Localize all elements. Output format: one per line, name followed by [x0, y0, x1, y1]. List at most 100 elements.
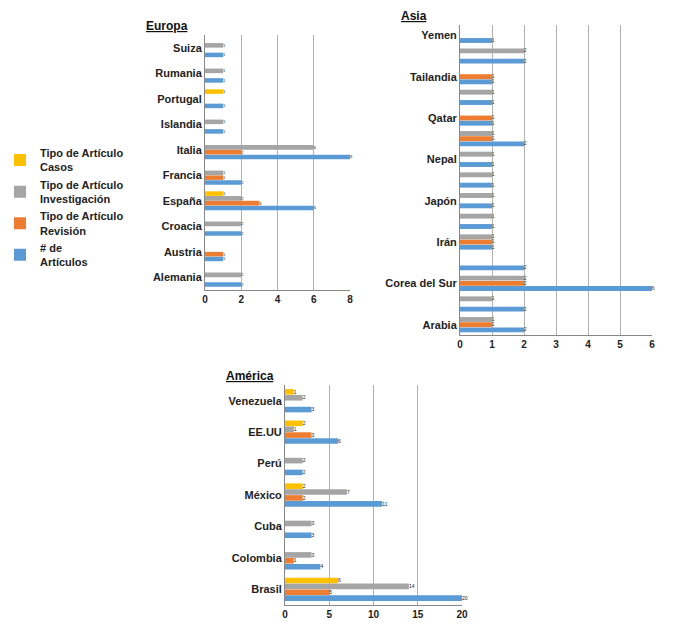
svg-text:3: 3 — [312, 552, 315, 558]
svg-text:1: 1 — [492, 152, 495, 157]
svg-text:Colombia: Colombia — [232, 552, 283, 564]
svg-text:1: 1 — [223, 256, 226, 261]
svg-text:6: 6 — [652, 286, 655, 291]
svg-text:7: 7 — [347, 489, 350, 495]
svg-text:Arabia: Arabia — [423, 319, 458, 331]
svg-text:1: 1 — [223, 89, 226, 94]
svg-text:2: 2 — [303, 469, 306, 475]
svg-text:2: 2 — [241, 231, 244, 236]
svg-text:2: 2 — [241, 180, 244, 185]
svg-text:1: 1 — [492, 162, 495, 167]
svg-text:3: 3 — [553, 339, 559, 350]
svg-text:1: 1 — [492, 100, 495, 105]
svg-text:1: 1 — [492, 183, 495, 188]
svg-text:Brasil: Brasil — [251, 583, 282, 595]
svg-text:6: 6 — [314, 145, 317, 150]
svg-text:Italia: Italia — [177, 144, 203, 156]
svg-text:2: 2 — [241, 150, 244, 155]
svg-text:2: 2 — [524, 59, 527, 64]
svg-text:4: 4 — [585, 339, 591, 350]
svg-text:5: 5 — [617, 339, 623, 350]
svg-text:1: 1 — [492, 224, 495, 229]
svg-text:2: 2 — [303, 495, 306, 501]
svg-text:6: 6 — [338, 577, 341, 583]
svg-text:3: 3 — [312, 520, 315, 526]
svg-text:Tipo de ArtículoInvestigación: Tipo de ArtículoInvestigación — [40, 179, 123, 205]
svg-text:Alemania: Alemania — [153, 271, 203, 283]
svg-text:1: 1 — [294, 426, 297, 432]
svg-text:México: México — [245, 489, 283, 501]
svg-text:1: 1 — [492, 214, 495, 219]
svg-text:1: 1 — [223, 43, 226, 48]
svg-text:1: 1 — [492, 322, 495, 327]
svg-text:Nepal: Nepal — [427, 153, 457, 165]
svg-text:Tipo de ArtículoCasos: Tipo de ArtículoCasos — [40, 147, 123, 173]
svg-text:15: 15 — [412, 609, 424, 620]
svg-text:20: 20 — [456, 609, 468, 620]
svg-text:Francia: Francia — [163, 169, 203, 181]
svg-text:1: 1 — [492, 79, 495, 84]
svg-text:6: 6 — [649, 339, 655, 350]
svg-text:3: 3 — [312, 432, 315, 438]
svg-text:1: 1 — [294, 557, 297, 563]
svg-text:Japón: Japón — [424, 195, 457, 207]
svg-text:1: 1 — [492, 203, 495, 208]
svg-text:Croacia: Croacia — [161, 220, 202, 232]
svg-text:EE.UU: EE.UU — [248, 426, 282, 438]
svg-text:Tailandia: Tailandia — [410, 71, 458, 83]
svg-text:Portugal: Portugal — [157, 93, 202, 105]
svg-text:1: 1 — [492, 136, 495, 141]
svg-text:2: 2 — [524, 265, 527, 270]
svg-text:Suiza: Suiza — [173, 42, 203, 54]
svg-text:1: 1 — [223, 78, 226, 83]
svg-text:1: 1 — [492, 193, 495, 198]
svg-text:1: 1 — [492, 317, 495, 322]
svg-text:Corea del Sur: Corea del Sur — [385, 277, 457, 289]
svg-text:1: 1 — [223, 252, 226, 257]
svg-text:2: 2 — [521, 339, 527, 350]
svg-text:1: 1 — [223, 129, 226, 134]
svg-text:Asia: Asia — [401, 9, 427, 23]
svg-text:1: 1 — [492, 239, 495, 244]
svg-text:# deArtículos: # deArtículos — [40, 242, 88, 268]
svg-text:1: 1 — [492, 131, 495, 136]
svg-text:Europa: Europa — [146, 19, 188, 33]
svg-text:6: 6 — [311, 294, 317, 305]
svg-text:5: 5 — [329, 589, 332, 595]
svg-text:2: 2 — [303, 394, 306, 400]
svg-text:1: 1 — [489, 339, 495, 350]
svg-text:0: 0 — [457, 339, 463, 350]
svg-text:1: 1 — [223, 52, 226, 57]
svg-text:2: 2 — [524, 48, 527, 53]
svg-text:2: 2 — [524, 141, 527, 146]
svg-text:1: 1 — [492, 115, 495, 120]
svg-text:1: 1 — [492, 121, 495, 126]
svg-text:1: 1 — [492, 90, 495, 95]
svg-text:2: 2 — [238, 294, 244, 305]
svg-text:1: 1 — [223, 103, 226, 108]
svg-text:2: 2 — [524, 307, 527, 312]
svg-text:1: 1 — [223, 175, 226, 180]
svg-text:2: 2 — [524, 327, 527, 332]
svg-text:Venezuela: Venezuela — [229, 395, 283, 407]
svg-text:14: 14 — [409, 583, 415, 589]
svg-text:Cuba: Cuba — [254, 520, 282, 532]
svg-text:10: 10 — [368, 609, 380, 620]
svg-text:5: 5 — [326, 609, 332, 620]
svg-text:1: 1 — [492, 74, 495, 79]
svg-text:0: 0 — [282, 609, 288, 620]
svg-text:6: 6 — [314, 205, 317, 210]
svg-text:Tipo de ArtículoRevisión: Tipo de ArtículoRevisión — [40, 210, 123, 236]
svg-text:2: 2 — [303, 483, 306, 489]
svg-text:3: 3 — [312, 532, 315, 538]
svg-text:2: 2 — [524, 281, 527, 286]
svg-text:3: 3 — [259, 201, 262, 206]
svg-text:1: 1 — [492, 296, 495, 301]
svg-text:2: 2 — [303, 457, 306, 463]
svg-text:1: 1 — [223, 119, 226, 124]
svg-text:4: 4 — [320, 563, 323, 569]
svg-text:2: 2 — [241, 282, 244, 287]
svg-text:Rumania: Rumania — [155, 67, 202, 79]
svg-text:8: 8 — [347, 294, 353, 305]
svg-text:2: 2 — [524, 276, 527, 281]
